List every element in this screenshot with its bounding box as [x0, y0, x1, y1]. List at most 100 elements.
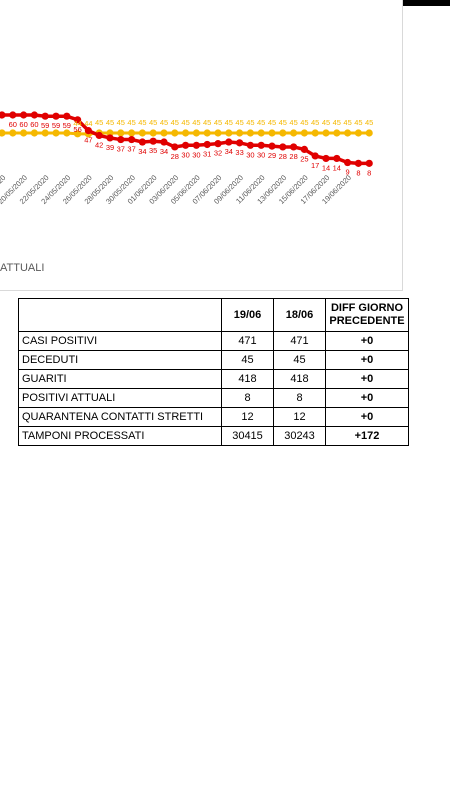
data-label: 60 — [9, 120, 17, 129]
data-label: 35 — [149, 146, 157, 155]
row-diff: +0 — [325, 407, 409, 427]
series-1-point — [322, 154, 330, 163]
row-value-18-06: 45 — [273, 350, 326, 370]
series-1-point — [171, 143, 179, 151]
series-0-point — [290, 129, 298, 137]
data-label: 17 — [311, 161, 319, 170]
data-label: 45 — [365, 118, 373, 127]
data-label: 59 — [52, 121, 60, 130]
data-label: 34 — [138, 147, 146, 156]
table-header-blank — [18, 298, 222, 332]
series-1-point — [74, 116, 82, 124]
series-0-point — [182, 129, 190, 137]
series-0-point — [279, 129, 287, 137]
table-header-date-1: 19/06 — [221, 298, 274, 332]
data-label: 28 — [279, 152, 287, 161]
row-value-19-06: 8 — [221, 388, 274, 408]
row-label: DECEDUTI — [18, 350, 222, 370]
series-0-point — [9, 129, 17, 137]
table-header-diff: DIFF GIORNO PRECEDENTE — [325, 298, 409, 332]
series-0-point — [20, 129, 28, 137]
data-label: 8 — [367, 168, 371, 177]
series-1-point — [344, 158, 352, 167]
series-1-point — [354, 159, 362, 167]
data-label: 59 — [63, 121, 71, 130]
data-label: 45 — [246, 118, 254, 127]
row-label: CASI POSITIVI — [18, 331, 222, 351]
row-value-18-06: 418 — [273, 369, 326, 389]
series-1-point — [30, 111, 38, 119]
data-label: 45 — [225, 118, 233, 127]
table-header-diff-line1: DIFF GIORNO — [330, 302, 404, 314]
series-0-point — [74, 130, 82, 138]
series-0-point — [192, 129, 200, 137]
series-0-point — [311, 129, 319, 137]
row-diff: +0 — [325, 350, 409, 370]
series-1-point — [290, 143, 298, 151]
data-label: 45 — [311, 118, 319, 127]
data-label: 45 — [149, 118, 157, 127]
row-value-19-06: 30415 — [221, 426, 274, 446]
data-label: 56 — [73, 125, 81, 134]
data-label: 45 — [257, 118, 265, 127]
data-label: 30 — [192, 150, 200, 159]
data-label: 39 — [106, 143, 114, 152]
series-1-point — [225, 138, 233, 146]
row-diff: +0 — [325, 331, 409, 351]
data-label: 45 — [300, 118, 308, 127]
row-label: TAMPONI PROCESSATI — [18, 426, 222, 446]
data-label: 45 — [171, 118, 179, 127]
row-value-18-06: 8 — [273, 388, 326, 408]
series-1-point — [106, 134, 114, 142]
data-label: 45 — [127, 118, 135, 127]
data-label: 37 — [127, 145, 135, 154]
row-label: QUARANTENA CONTATTI STRETTI — [18, 407, 222, 427]
data-label: 45 — [138, 118, 146, 127]
series-1-point — [236, 139, 244, 147]
series-0-point — [203, 129, 211, 137]
data-label: 45 — [106, 118, 114, 127]
series-1-point — [95, 131, 103, 140]
data-label: 30 — [257, 150, 265, 159]
data-label: 45 — [343, 118, 351, 127]
row-value-18-06: 30243 — [273, 426, 326, 446]
series-1-point — [268, 142, 276, 150]
series-0-point — [333, 129, 341, 137]
data-label: 45 — [268, 118, 276, 127]
chart-panel: 60 60 60 59 59 59 56 47 42 39 37 37 34 35 34 28 30 30 31 32… — [0, 0, 403, 291]
data-label: 9 — [346, 168, 350, 177]
series-0-point — [138, 129, 146, 137]
row-diff: +0 — [325, 369, 409, 389]
data-label: 28 — [171, 152, 179, 161]
series-0-point — [128, 129, 136, 137]
series-1-point — [128, 135, 136, 144]
data-label: 28 — [289, 152, 297, 161]
series-0-point — [30, 129, 38, 137]
data-label: 33 — [235, 148, 243, 157]
row-value-19-06: 45 — [221, 350, 274, 370]
row-diff: +0 — [325, 388, 409, 408]
series-0-point — [52, 129, 60, 137]
data-label: 60 — [30, 120, 38, 129]
series-1-point — [279, 143, 287, 151]
series-1-point — [192, 141, 200, 149]
series-0-point — [106, 129, 114, 137]
data-label: 45 — [354, 118, 362, 127]
table-row: DECEDUTI 45 45 +0 — [18, 350, 409, 370]
row-value-19-06: 471 — [221, 331, 274, 351]
series-1-point — [300, 145, 308, 153]
data-label: 14 — [322, 163, 330, 172]
data-label: 45 — [289, 118, 297, 127]
table-header-row: 19/06 18/06 DIFF GIORNO PRECEDENTE — [18, 298, 409, 332]
data-label: 32 — [214, 149, 222, 158]
data-label: 30 — [181, 150, 189, 159]
table-header-date-2: 18/06 — [273, 298, 326, 332]
row-value-19-06: 418 — [221, 369, 274, 389]
series-1-point — [41, 112, 49, 120]
row-value-18-06: 471 — [273, 331, 326, 351]
series-0-point — [171, 129, 179, 137]
data-label: 45 — [235, 118, 243, 127]
series-1-point — [84, 127, 92, 135]
table-row: GUARITI 418 418 +0 — [18, 369, 409, 389]
